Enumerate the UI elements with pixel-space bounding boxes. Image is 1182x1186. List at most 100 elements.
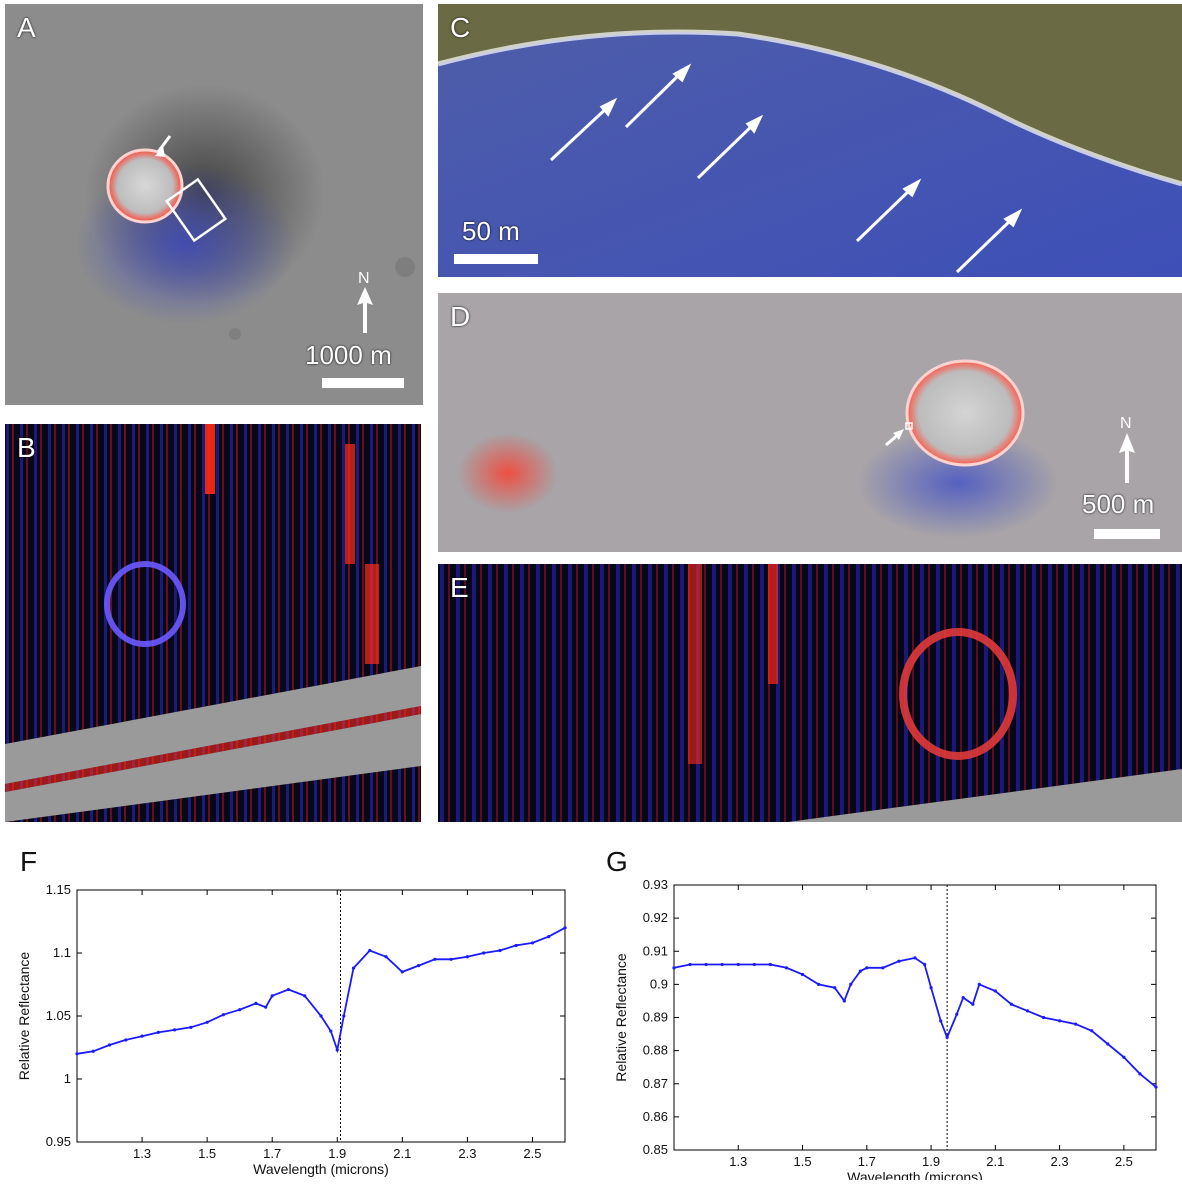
x-tick-label: 1.5	[198, 1146, 216, 1161]
x-tick-label: 1.9	[328, 1146, 346, 1161]
plot-frame	[673, 884, 1157, 1151]
x-tick-label: 2.5	[523, 1146, 541, 1161]
spectrum-line	[76, 927, 566, 1055]
spectrum-point	[482, 951, 486, 955]
panel-a-label: A	[17, 12, 36, 43]
scale-bar	[454, 254, 538, 264]
spectrum-point	[1058, 1019, 1062, 1023]
spectrum-point	[1090, 1029, 1094, 1033]
y-axis-label: Relative Reflectance	[16, 952, 32, 1081]
spectrum-point	[1106, 1042, 1110, 1046]
spectrum-point	[961, 996, 965, 1000]
spectrum-point	[955, 1012, 959, 1016]
spectrum-point	[433, 957, 437, 961]
spectrum-point	[1041, 1015, 1046, 1020]
spectrum-point	[335, 1048, 339, 1052]
x-tick-label: 1.3	[133, 1146, 151, 1161]
spectrum-point	[319, 1014, 323, 1018]
spectrum-point	[858, 969, 862, 973]
spectrum-point	[881, 966, 885, 970]
y-tick-label: 1	[64, 1071, 71, 1086]
spectrum-point	[465, 955, 469, 959]
spectrum-point	[784, 966, 789, 970]
x-axis-label: Wavelength (microns)	[253, 1161, 389, 1177]
spectrum-point	[417, 964, 421, 968]
spectrum-point	[91, 1049, 95, 1053]
panel-e-graphic	[438, 564, 1182, 822]
y-tick-label: 1.15	[46, 882, 71, 897]
y-tick-label: 0.95	[46, 1134, 71, 1149]
spectrum-point	[1025, 1009, 1030, 1013]
spectrum-point	[752, 962, 756, 967]
spectrum-point	[865, 966, 869, 970]
north-letter: N	[358, 270, 370, 287]
spectrum-point	[351, 966, 356, 970]
scale-bar-label: 1000 m	[305, 340, 392, 370]
y-tick-label: 0.88	[643, 1043, 668, 1058]
spectrum-point	[913, 956, 917, 960]
y-tick-label: 0.9	[650, 976, 668, 991]
panel-d-image: D N 500 m	[438, 293, 1182, 552]
spectrum-point	[514, 943, 518, 948]
spectrum-point	[939, 1019, 943, 1023]
spectrum-point	[530, 941, 535, 945]
spectrum-point	[189, 1025, 193, 1029]
y-tick-label: 0.89	[643, 1010, 668, 1025]
spectrum-point	[124, 1038, 128, 1042]
spectrum-point	[993, 989, 997, 993]
spectrum-point	[849, 982, 853, 986]
chart-f-label: F	[20, 846, 38, 877]
x-tick-label: 2.5	[1115, 1154, 1133, 1169]
y-tick-label: 0.93	[643, 877, 668, 892]
spectrum-point	[107, 1043, 112, 1047]
chart-f: 1.3 1.5 1.7 1.9 2.1 2.3 2.5 0.95 1 1.05 1.1 1.15 Wav…	[16, 882, 567, 1177]
spectrum-point	[254, 1001, 258, 1005]
spectrum-point	[221, 1013, 225, 1017]
chart-g-label: G	[606, 846, 628, 877]
spectrum-point	[205, 1020, 209, 1024]
spectrum-point	[342, 1014, 346, 1018]
spectrum-point	[498, 948, 502, 953]
x-tick-label: 1.3	[729, 1154, 747, 1169]
spectrum-point	[1009, 1002, 1013, 1006]
x-tick-label: 1.7	[858, 1154, 876, 1169]
spectrum-point	[156, 1030, 160, 1034]
spectrum-point	[329, 1029, 333, 1033]
panel-b-graphic	[5, 424, 421, 822]
spectrum-point	[929, 986, 933, 990]
x-tick-label: 1.7	[263, 1146, 281, 1161]
chart-g: 1.3 1.5 1.7 1.9 2.1 2.3 2.5 0.85 0.86 0.87 0.88 0.8…	[613, 877, 1158, 1180]
spectrum-point	[384, 955, 388, 959]
panel-c-image: C 50 m	[438, 4, 1182, 277]
y-tick-label: 0.86	[643, 1109, 668, 1124]
spectrum-point	[400, 970, 404, 974]
panel-d-graphic	[438, 293, 1182, 552]
spectrum-point	[817, 982, 821, 986]
y-tick-label: 1.1	[53, 945, 71, 960]
x-tick-label: 2.1	[986, 1154, 1004, 1169]
y-tick-label: 0.91	[643, 943, 668, 958]
panel-d-label: D	[450, 301, 471, 332]
north-arrow-icon	[357, 287, 373, 333]
spectrum-point	[303, 994, 307, 998]
spectrum-point	[270, 994, 274, 998]
x-tick-label: 2.1	[393, 1146, 411, 1161]
spectrum-point	[897, 959, 901, 963]
spectrum-point	[264, 1005, 268, 1009]
spectrum-point	[736, 962, 740, 967]
spectrum-point	[1122, 1055, 1126, 1059]
spectrum-point	[1074, 1022, 1078, 1026]
spectrum-point	[704, 962, 708, 967]
panel-c-label: C	[450, 12, 471, 43]
north-arrow-icon	[1119, 433, 1135, 483]
spectrum-point	[720, 962, 724, 967]
spectrum-point	[672, 966, 676, 970]
scale-bar	[322, 378, 404, 388]
panel-a-graphic	[5, 4, 423, 405]
spectrum-point	[449, 957, 453, 961]
x-tick-label: 2.3	[458, 1146, 476, 1161]
spectrum-point	[286, 987, 291, 992]
spectrum-point	[768, 962, 772, 967]
panel-e-label: E	[450, 572, 469, 603]
spectrum-point	[945, 1035, 949, 1039]
